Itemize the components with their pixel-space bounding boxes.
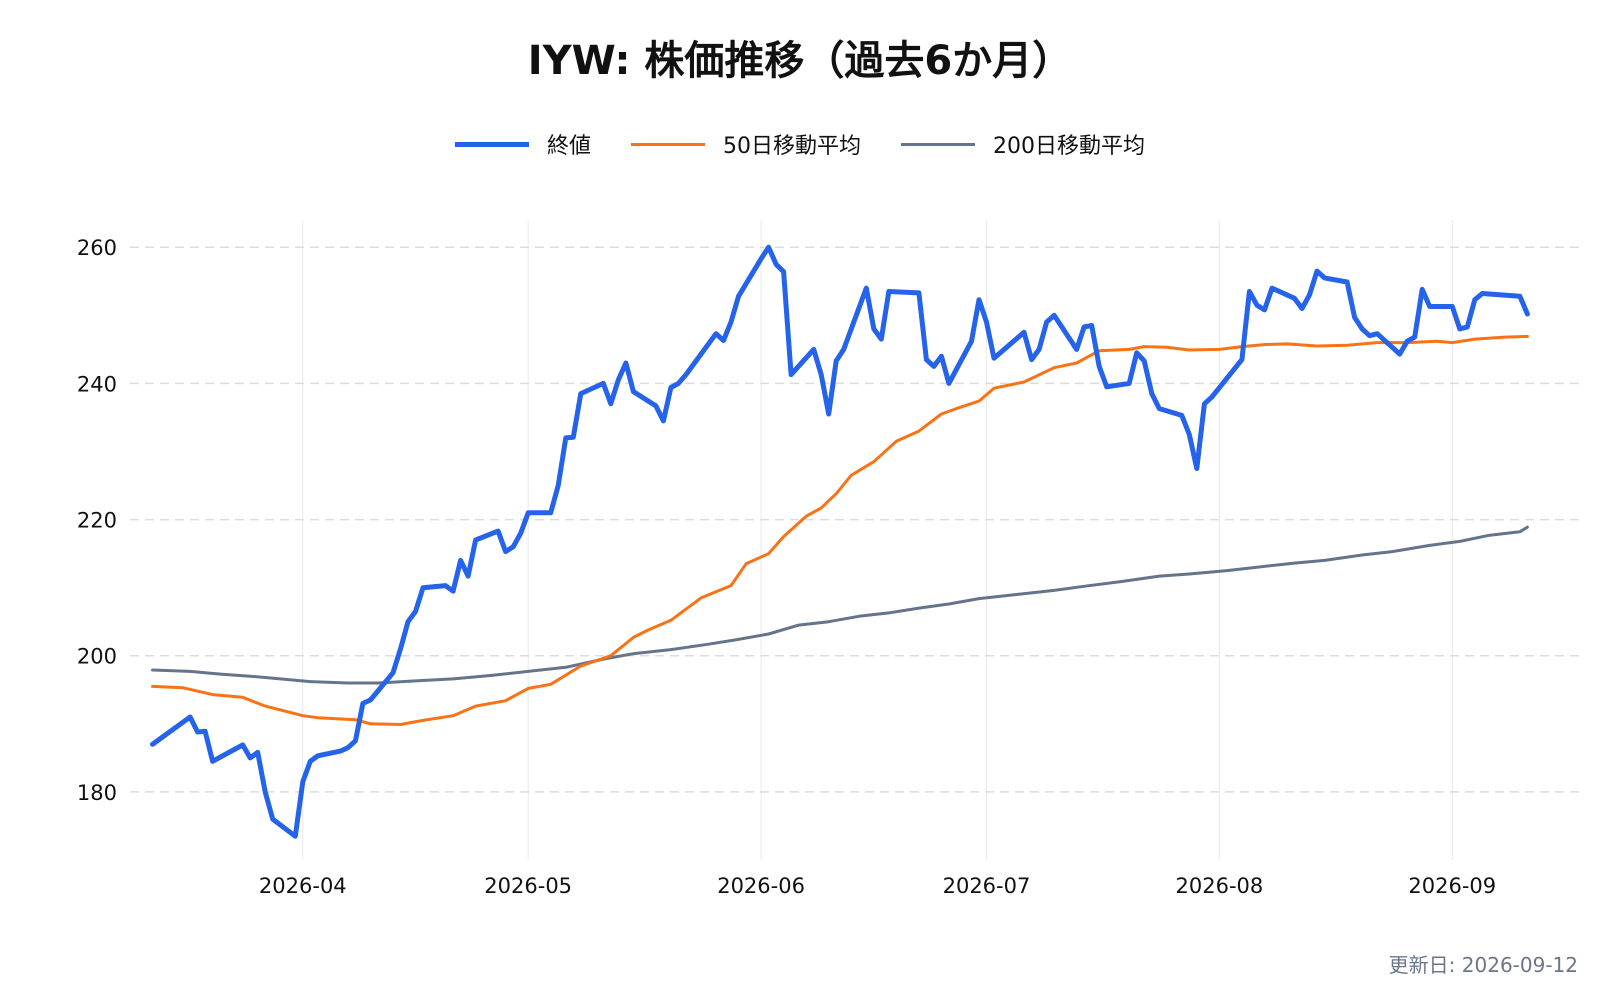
x-tick-label: 2026-04 — [259, 874, 347, 898]
y-axis-tick-labels: 180 200 220 240 260 — [77, 236, 117, 805]
x-tick-label: 2026-09 — [1408, 874, 1496, 898]
y-grid — [130, 246, 1580, 793]
legend-item-ma200[interactable]: 200日移動平均 — [901, 128, 1145, 160]
series-ma50-line[interactable] — [151, 334, 1529, 726]
legend-label-close: 終値 — [546, 134, 591, 159]
legend-item-close[interactable]: 終値 — [454, 128, 591, 160]
legend-swatch-ma200 — [901, 142, 975, 146]
updated-date: 更新日: 2026-09-12 — [1388, 953, 1578, 977]
series-close-line[interactable] — [150, 244, 1530, 839]
y-tick-label: 260 — [77, 236, 117, 260]
y-tick-label: 200 — [77, 645, 117, 669]
legend-swatch-close — [454, 141, 529, 147]
x-tick-label: 2026-05 — [484, 874, 572, 898]
legend-item-ma50[interactable]: 50日移動平均 — [631, 128, 861, 160]
x-tick-label: 2026-06 — [717, 874, 805, 898]
series-ma200-line[interactable] — [151, 525, 1529, 685]
y-tick-label: 180 — [77, 781, 117, 805]
legend-label-ma200: 200日移動平均 — [993, 134, 1145, 159]
chart-title: IYW: 株価推移（過去6か月） — [527, 38, 1073, 84]
legend: 終値 50日移動平均 200日移動平均 — [0, 128, 1600, 160]
x-axis-tick-labels: 2026-04 2026-05 2026-06 2026-07 2026-08 2026-… — [259, 874, 1496, 898]
series-layer — [150, 244, 1530, 839]
legend-label-ma50: 50日移動平均 — [723, 134, 861, 159]
legend-swatch-ma50 — [631, 142, 705, 146]
y-tick-label: 240 — [77, 372, 117, 396]
y-tick-label: 220 — [77, 509, 117, 533]
x-tick-label: 2026-07 — [943, 874, 1031, 898]
x-tick-label: 2026-08 — [1176, 874, 1264, 898]
